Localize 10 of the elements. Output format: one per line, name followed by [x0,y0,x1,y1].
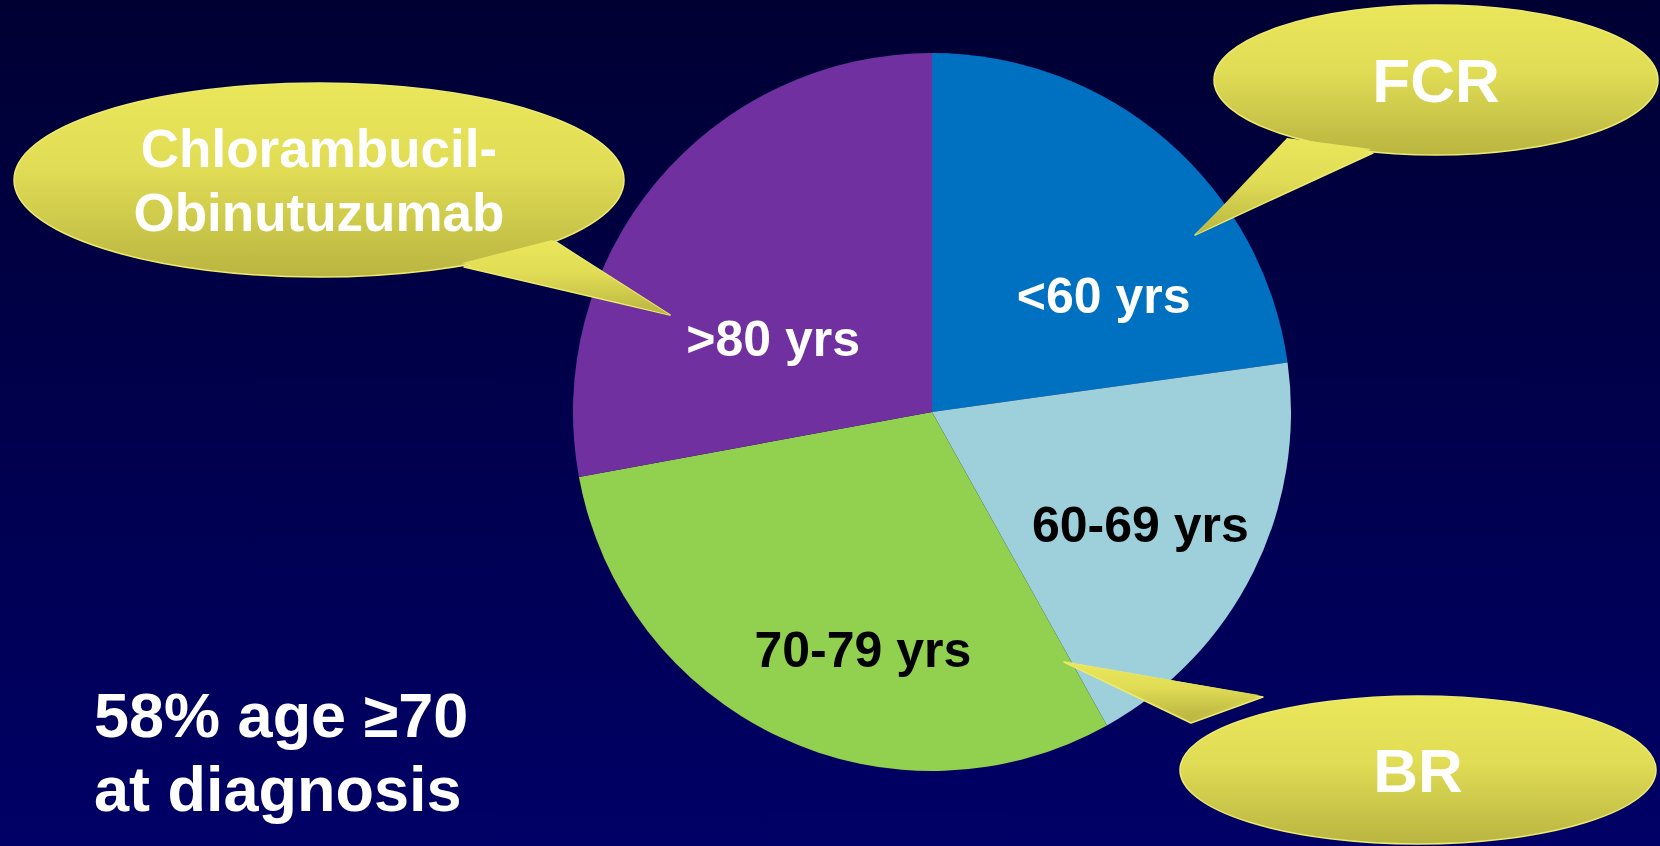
text: Chlorambucil-Obinutuzumab [133,118,505,242]
slice-label: 70-79 yrs [754,622,972,679]
slice-label: 60-69 yrs [1031,496,1249,553]
slice-label: <60 yrs [1016,268,1191,325]
pie-slice [932,53,1288,412]
pie-slice [573,53,932,478]
slice-label: >80 yrs [686,310,860,367]
text: BR [1373,735,1463,805]
text: 58% age ≥70 at diagnosis [94,680,469,824]
text: FCR [1372,45,1500,115]
